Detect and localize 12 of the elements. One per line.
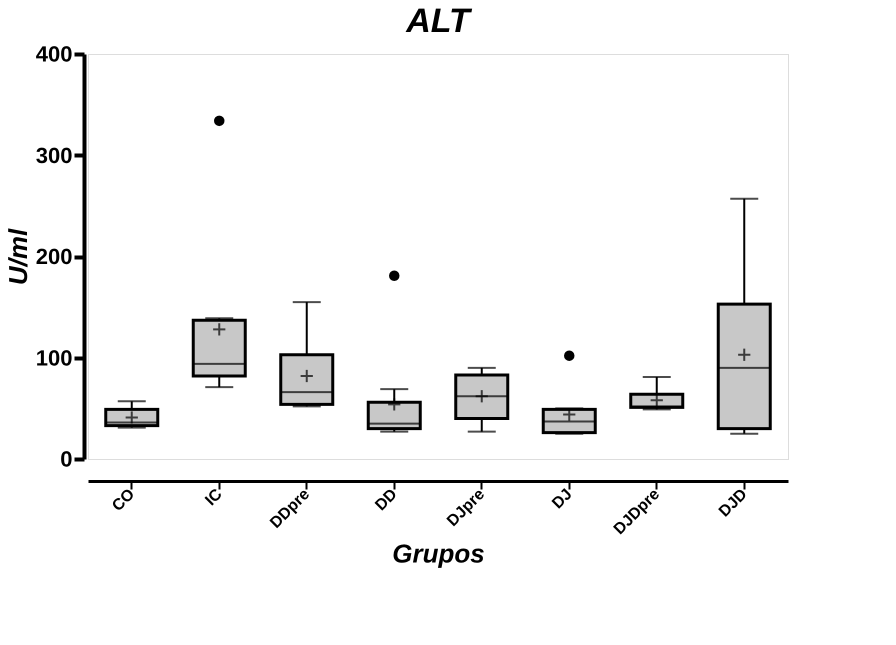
- x-tick-label: DD: [372, 486, 401, 514]
- y-tick-label: 0: [60, 446, 72, 472]
- chart-title: ALT: [405, 2, 474, 40]
- y-tick-label: 300: [36, 142, 72, 168]
- y-tick-label: 200: [36, 244, 72, 269]
- x-tick-label: IC: [202, 486, 226, 510]
- y-tick-label: 400: [36, 42, 72, 66]
- y-axis-title: U/ml: [2, 228, 33, 286]
- x-axis-title: Grupos: [392, 538, 485, 568]
- x-tick-label: DJ: [549, 486, 576, 512]
- y-tick-label: 100: [36, 345, 72, 370]
- x-tick-label: CO: [109, 486, 138, 515]
